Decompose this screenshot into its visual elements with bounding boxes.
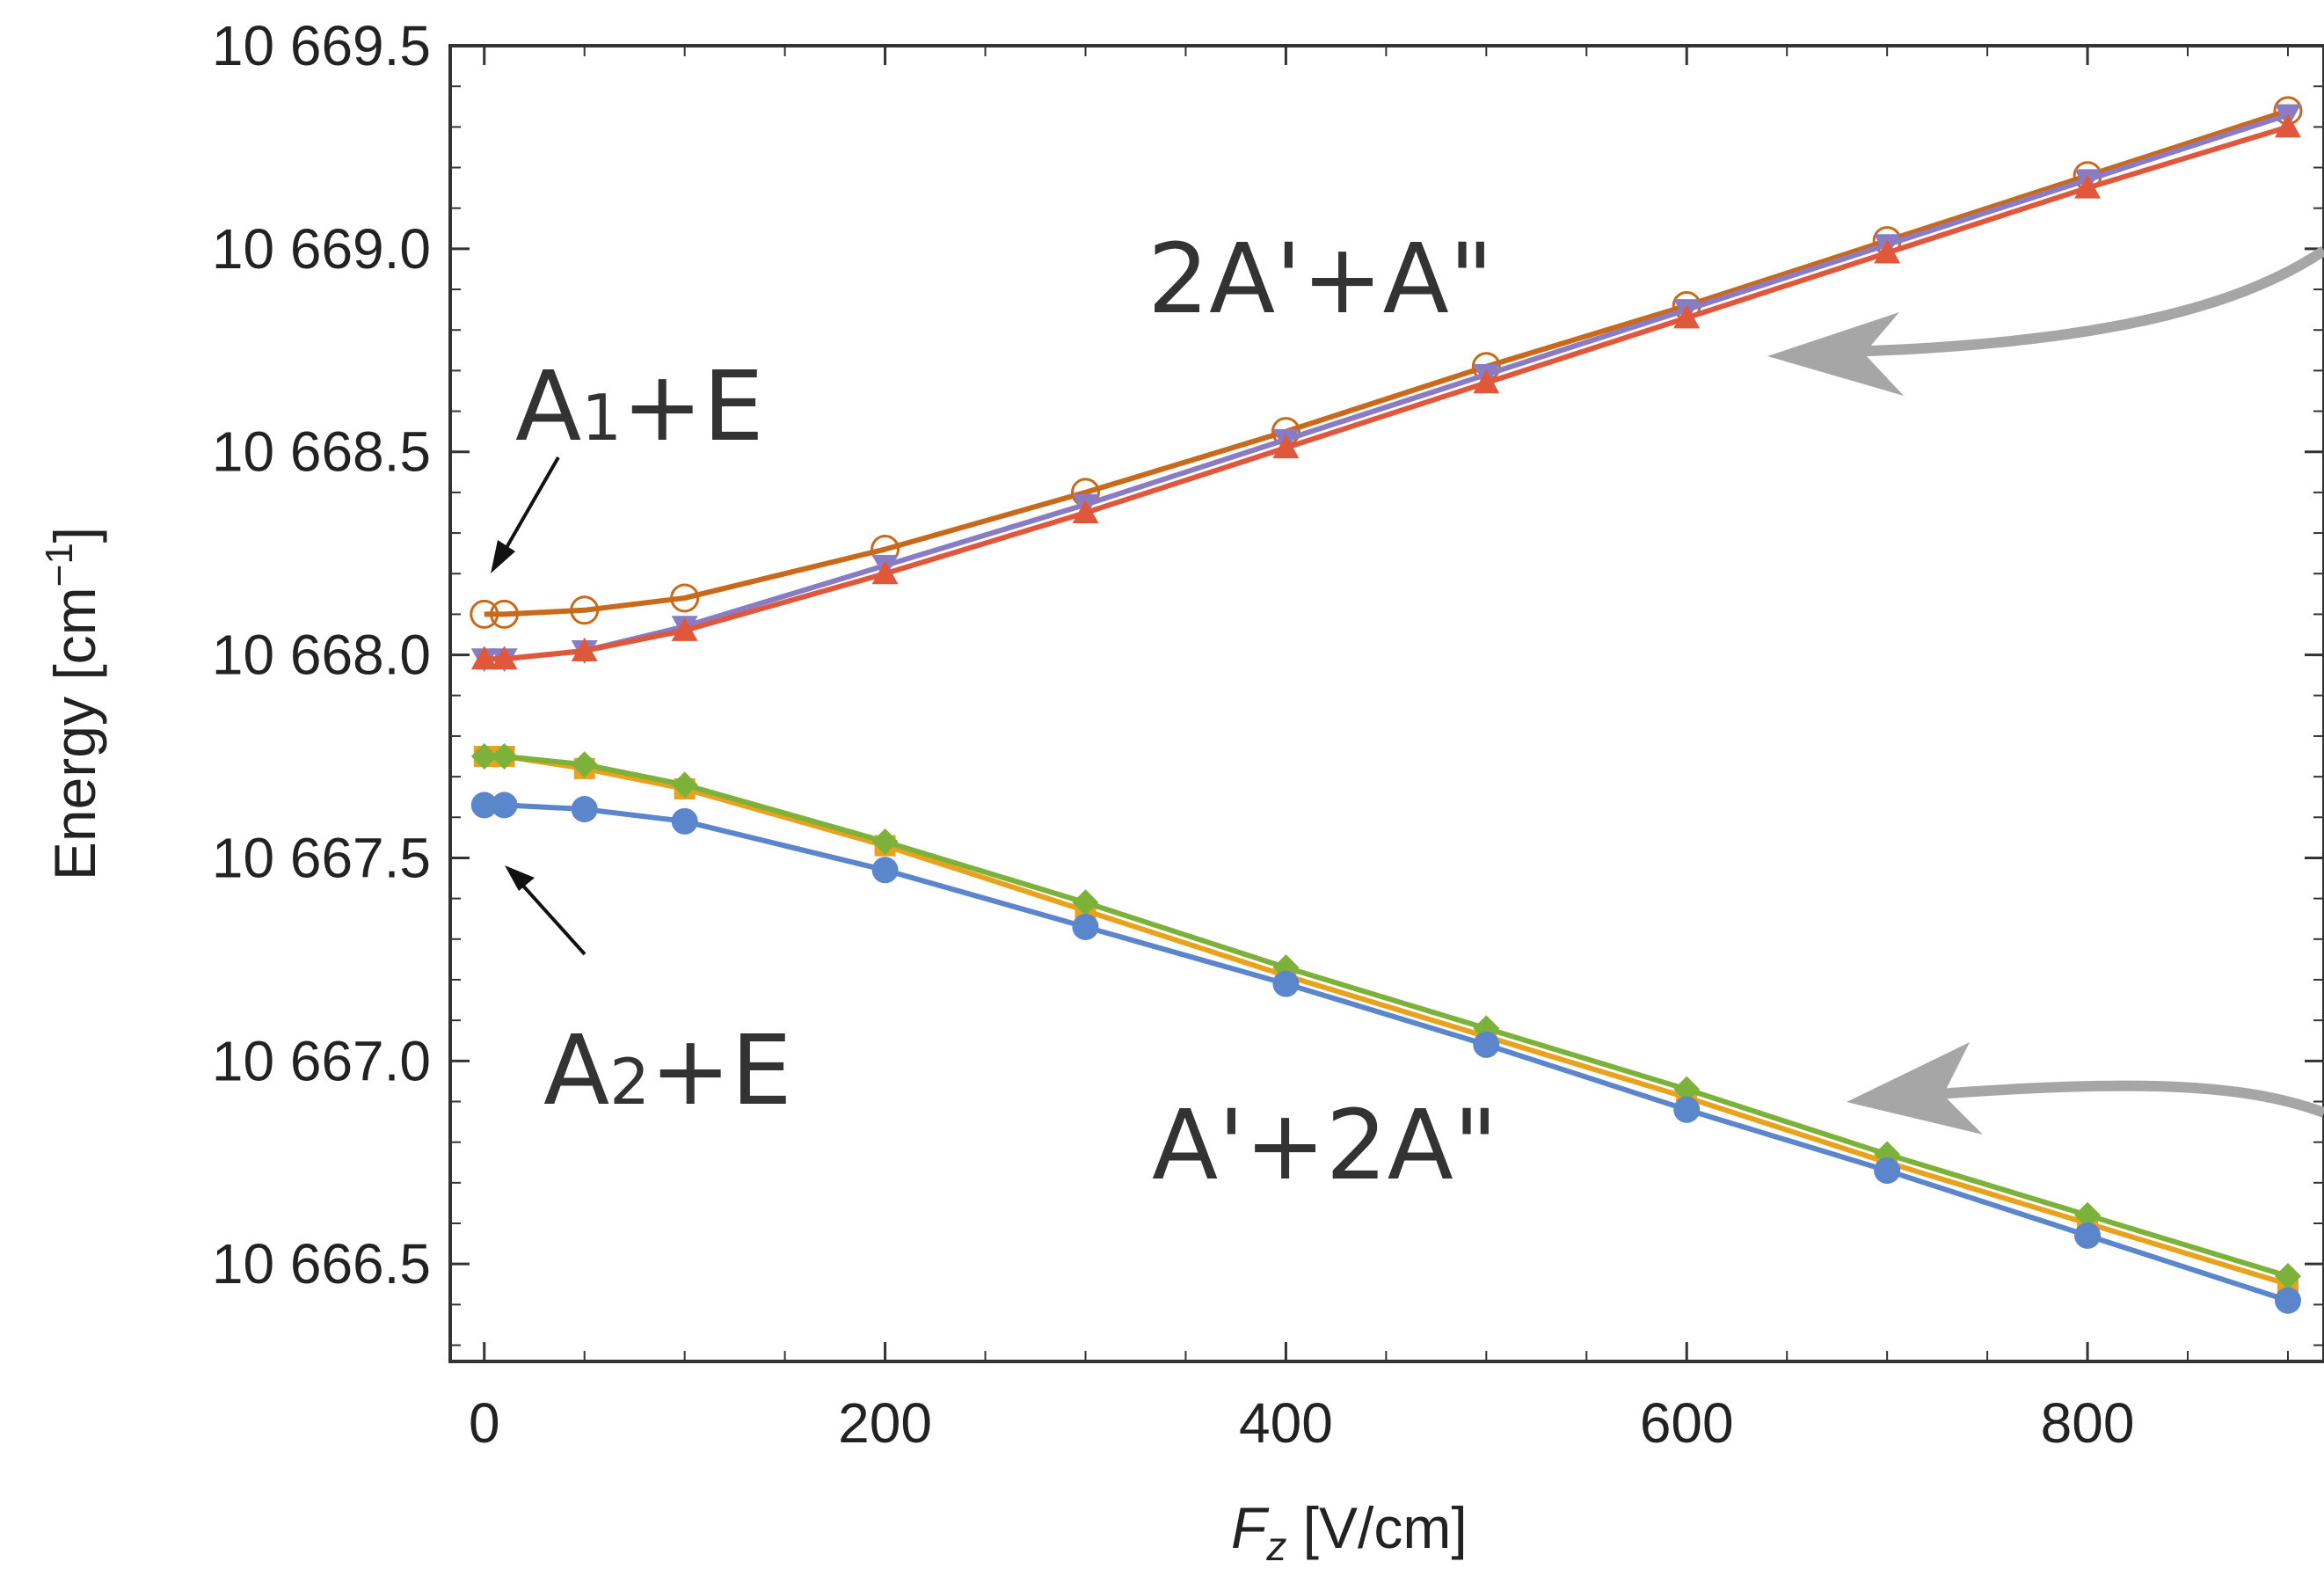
data-point — [1272, 434, 1300, 459]
data-point — [871, 828, 899, 855]
x-tick-label: 800 — [2041, 1391, 2135, 1455]
data-point — [470, 792, 498, 819]
data-point — [1874, 1157, 1901, 1184]
data-point — [1473, 1031, 1500, 1058]
lower-curved-arrow — [1925, 1080, 2324, 1118]
x-axis-title-unit: [V/cm] — [1286, 1495, 1467, 1560]
upper-band-label: 2A'+A" — [1147, 223, 1494, 335]
y-axis-title-end: ] — [42, 527, 107, 543]
data-point — [571, 751, 598, 778]
data-point — [570, 595, 600, 625]
data-point — [2274, 1287, 2301, 1314]
series-diamond — [470, 743, 2301, 1290]
series-line — [484, 802, 2289, 1303]
upper-curved-arrow — [1846, 245, 2324, 357]
plot-frame — [448, 44, 2324, 1363]
a1-e-label-main: A — [515, 350, 581, 463]
data-point — [1473, 369, 1500, 394]
data-point — [470, 599, 499, 629]
data-point — [491, 792, 518, 819]
data-point — [2074, 174, 2102, 199]
data-point — [490, 599, 520, 629]
a2-e-label-sub: 2 — [609, 1045, 650, 1119]
a1-e-arrow — [496, 456, 560, 564]
data-point — [1673, 1096, 1701, 1123]
data-point — [871, 857, 899, 884]
lower-curved-arrowhead — [1847, 1042, 1983, 1135]
x-tick-label: 600 — [1640, 1391, 1734, 1455]
axis-ticks: 0 200 400 600 800 10 666.5 10 667.0 10 667.5 10 … — [212, 14, 2324, 1455]
x-axis-title: Fz [V/cm] — [1231, 1495, 1468, 1569]
y-tick-label: 10 667.5 — [212, 826, 431, 889]
y-axis-title-sup: −1 — [38, 543, 81, 587]
data-point — [671, 617, 698, 641]
data-point — [670, 583, 700, 613]
x-tick-label: 0 — [469, 1391, 500, 1455]
series-line — [484, 124, 2289, 662]
series-filled-circle — [470, 792, 2301, 1314]
y-tick-label: 10 668.5 — [212, 420, 431, 484]
data-point — [571, 796, 598, 823]
y-tick-label: 10 667.0 — [212, 1029, 431, 1092]
data-point — [1072, 889, 1099, 916]
data-point — [1874, 239, 1901, 264]
data-point — [1272, 970, 1300, 997]
a1-e-arrowhead — [491, 540, 515, 573]
y-tick-label: 10 666.5 — [212, 1232, 431, 1295]
series-line — [484, 754, 2289, 1279]
a2-e-label: A2+E — [543, 1014, 792, 1127]
lower-band-label: A'+2A" — [1152, 1089, 1498, 1201]
series-line — [484, 754, 2289, 1288]
annotation-layer: 2A'+A" A'+2A" A1+E A2+E — [491, 223, 2324, 1201]
y-tick-label: 10 669.0 — [212, 217, 431, 281]
data-point — [2274, 1263, 2301, 1290]
data-point — [470, 646, 498, 670]
x-tick-label: 400 — [1239, 1391, 1333, 1455]
a2-e-label-end: +E — [650, 1014, 792, 1127]
y-axis-title-main: Energy [cm — [42, 587, 107, 880]
data-point — [470, 743, 498, 770]
a1-e-label-end: +E — [622, 350, 764, 463]
data-point — [671, 807, 698, 835]
a2-e-label-main: A — [543, 1014, 609, 1127]
a1-e-label-sub: 1 — [581, 381, 622, 455]
x-axis-title-main: F — [1231, 1495, 1270, 1560]
data-point — [2274, 113, 2301, 138]
a1-e-label: A1+E — [515, 350, 764, 463]
series-up-triangle — [470, 113, 2301, 670]
x-axis-title-sub: z — [1265, 1523, 1286, 1569]
y-tick-label: 10 669.5 — [212, 14, 431, 77]
data-point — [1072, 499, 1099, 523]
x-tick-label: 200 — [838, 1391, 932, 1455]
data-point — [2074, 1201, 2102, 1229]
data-point — [871, 560, 899, 585]
data-point — [1072, 913, 1099, 940]
a2-e-arrowhead — [505, 865, 535, 891]
y-axis-title: Energy [cm−1] — [38, 527, 107, 880]
series-layer — [470, 96, 2303, 1314]
data-point — [491, 646, 518, 670]
y-tick-label: 10 668.0 — [212, 624, 431, 687]
data-point — [1673, 1076, 1701, 1103]
data-point — [1673, 304, 1701, 329]
data-point — [571, 637, 598, 661]
data-point — [491, 743, 518, 770]
data-point — [671, 771, 698, 799]
a2-e-arrow — [512, 873, 586, 956]
upper-curved-arrowhead — [1767, 312, 1904, 396]
data-point — [2074, 1222, 2102, 1249]
